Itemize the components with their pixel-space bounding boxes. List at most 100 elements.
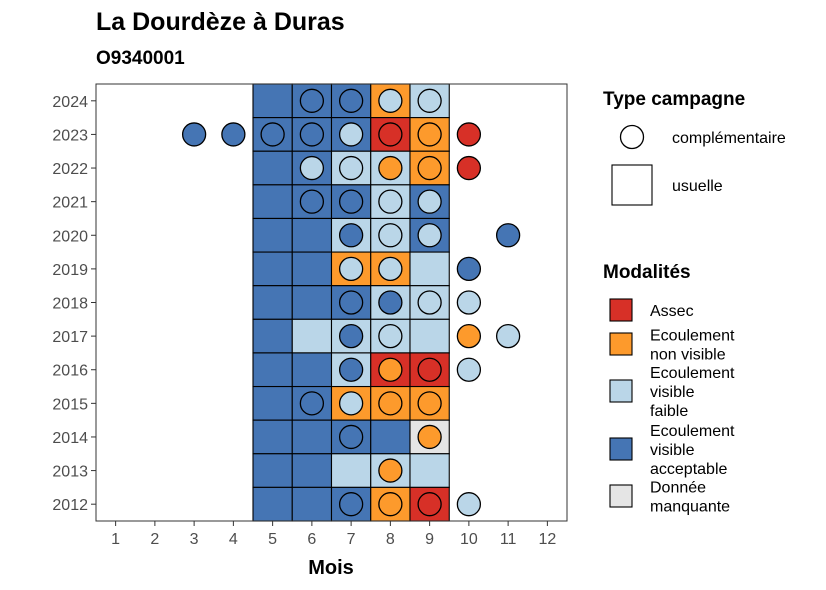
- x-tick-label-5: 5: [268, 531, 277, 548]
- x-axis-title: Mois: [308, 557, 354, 579]
- tile-2013-7: [330, 453, 372, 488]
- tile-2013-9: [409, 453, 450, 488]
- x-tick-label-8: 8: [386, 531, 395, 548]
- x-tick-label-3: 3: [190, 531, 199, 548]
- y-tick-label-2015: 2015: [52, 396, 88, 413]
- point-2020-7: [338, 223, 364, 248]
- point-2023-8: [378, 122, 403, 147]
- point-2021-7: [338, 189, 364, 214]
- tile-2013-5: [252, 453, 293, 488]
- tile-2017-5: [252, 318, 293, 354]
- tile-2024-5: [252, 83, 293, 119]
- chart-subtitle: O9340001: [96, 48, 185, 69]
- legend-key-faible: [609, 379, 633, 403]
- legend-type-title: Type campagne: [603, 89, 745, 110]
- tile-2014-5: [252, 419, 293, 455]
- legend-key-non_visible: [609, 332, 633, 356]
- point-2021-6: [299, 189, 325, 214]
- point-2012-10: [456, 492, 482, 517]
- point-2024-6: [299, 88, 325, 113]
- tile-2019-6: [291, 251, 333, 287]
- legend-label-faible: Ecoulement visible faible: [650, 365, 735, 420]
- point-2017-10: [456, 323, 482, 349]
- point-2018-8: [378, 290, 403, 315]
- legend-complementaire-label: complémentaire: [672, 130, 786, 147]
- tile-2012-6: [291, 486, 333, 522]
- y-tick-label-2018: 2018: [52, 296, 88, 313]
- tile-2022-5: [252, 150, 293, 186]
- y-tick-label-2014: 2014: [52, 430, 88, 447]
- tile-2013-6: [291, 453, 333, 488]
- point-2012-9: [417, 492, 442, 517]
- x-tick-label-1: 1: [111, 531, 120, 548]
- legend-key-acceptable: [609, 437, 633, 461]
- tile-2020-5: [252, 217, 293, 253]
- x-tick-label-7: 7: [347, 531, 356, 548]
- point-2023-5: [260, 122, 285, 147]
- x-tick-label-12: 12: [538, 531, 556, 548]
- tile-2018-6: [291, 285, 333, 320]
- point-2015-9: [417, 391, 442, 416]
- point-2023-7: [338, 122, 364, 147]
- tile-2017-9: [409, 318, 450, 354]
- point-2013-8: [378, 458, 403, 483]
- x-tick-label-4: 4: [229, 531, 238, 548]
- legend-type-campagne: Type campagne complémentaire usuelle: [603, 89, 786, 206]
- y-tick-label-2021: 2021: [52, 195, 88, 212]
- point-2023-6: [299, 122, 325, 147]
- point-2019-7: [338, 256, 364, 282]
- y-tick-label-2012: 2012: [52, 497, 88, 514]
- point-2022-9: [417, 155, 442, 181]
- chart-title: La Dourdèze à Duras: [96, 8, 345, 36]
- point-2012-8: [378, 492, 403, 517]
- y-tick-label-2020: 2020: [52, 228, 88, 245]
- point-2015-6: [299, 391, 325, 416]
- point-2018-7: [338, 290, 364, 315]
- point-2016-7: [338, 357, 364, 382]
- point-2017-7: [338, 323, 364, 349]
- point-2023-3: [181, 122, 207, 147]
- point-2020-11: [495, 223, 521, 248]
- tile-2021-5: [252, 184, 293, 220]
- point-2023-9: [417, 122, 442, 147]
- point-2021-9: [417, 189, 442, 214]
- point-2016-10: [456, 357, 482, 382]
- point-2023-10: [456, 122, 482, 147]
- point-2012-7: [338, 492, 364, 517]
- x-tick-label-2: 2: [150, 531, 159, 548]
- point-2016-9: [417, 357, 442, 382]
- point-2019-8: [378, 256, 403, 282]
- tile-2015-5: [252, 385, 293, 421]
- tile-2017-6: [291, 318, 333, 354]
- tile-2019-5: [252, 251, 293, 287]
- tile-2012-5: [252, 486, 293, 522]
- legend-modalites-title: Modalités: [603, 262, 691, 283]
- point-2018-10: [456, 290, 482, 315]
- x-tick-label-10: 10: [460, 531, 478, 548]
- tile-2019-9: [409, 251, 450, 287]
- y-tick-label-2022: 2022: [52, 161, 88, 178]
- y-tick-label-2024: 2024: [52, 94, 88, 111]
- tile-2016-5: [252, 352, 293, 388]
- legend-key-manquante: [609, 484, 633, 508]
- tile-2018-5: [252, 285, 293, 320]
- y-tick-label-2017: 2017: [52, 329, 88, 346]
- legend-complementaire-circle: [619, 124, 645, 150]
- point-2014-9: [417, 424, 442, 450]
- legend-usuelle-label: usuelle: [672, 178, 723, 195]
- point-2018-9: [417, 290, 442, 315]
- point-2017-11: [495, 323, 521, 349]
- point-2022-7: [338, 155, 364, 181]
- point-2015-8: [378, 391, 403, 416]
- point-2021-8: [378, 189, 403, 214]
- point-2022-8: [378, 155, 403, 181]
- point-2017-8: [378, 323, 403, 349]
- y-tick-label-2016: 2016: [52, 363, 88, 380]
- point-2014-7: [338, 424, 364, 450]
- legend-usuelle-square: [611, 164, 653, 206]
- x-tick-label-11: 11: [500, 531, 517, 548]
- x-tick-label-9: 9: [425, 531, 434, 548]
- point-2020-9: [417, 223, 442, 248]
